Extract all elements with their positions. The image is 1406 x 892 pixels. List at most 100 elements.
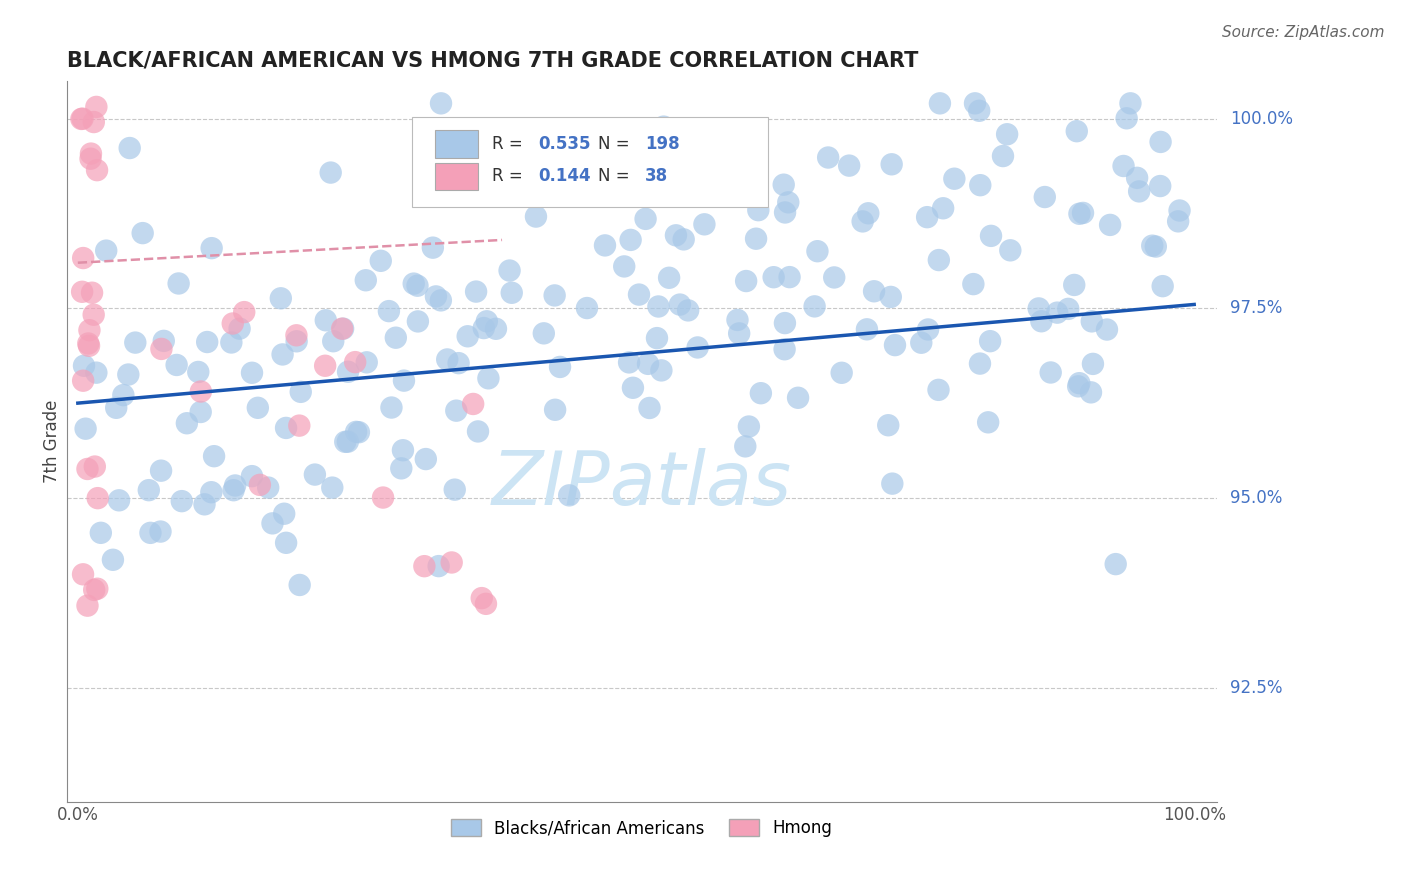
- Point: [1031, 314, 1053, 328]
- Point: [202, 449, 225, 463]
- Point: [80, 285, 103, 300]
- Point: [274, 421, 297, 435]
- Point: [344, 425, 367, 439]
- Point: [917, 322, 939, 336]
- Point: [634, 211, 657, 226]
- Point: [773, 316, 796, 330]
- Point: [745, 232, 768, 246]
- Point: [1152, 279, 1174, 293]
- Point: [447, 356, 470, 370]
- Point: [72, 374, 94, 388]
- Point: [86, 100, 108, 114]
- Point: [927, 383, 949, 397]
- Point: [1115, 112, 1137, 126]
- Point: [831, 366, 853, 380]
- Point: [233, 305, 256, 319]
- Point: [285, 328, 308, 343]
- Point: [838, 159, 860, 173]
- Point: [806, 244, 828, 259]
- Point: [472, 321, 495, 335]
- Point: [322, 334, 344, 349]
- Point: [96, 244, 118, 258]
- Point: [139, 525, 162, 540]
- Point: [249, 478, 271, 492]
- Point: [336, 434, 359, 449]
- Point: [856, 322, 879, 336]
- Point: [647, 300, 669, 314]
- Point: [446, 403, 468, 417]
- Point: [354, 273, 377, 287]
- Point: [627, 287, 650, 301]
- Point: [117, 368, 139, 382]
- Point: [131, 226, 153, 240]
- Point: [1000, 244, 1022, 258]
- Point: [747, 203, 769, 218]
- Point: [200, 485, 222, 500]
- Point: [304, 467, 326, 482]
- Text: 95.0%: 95.0%: [1230, 489, 1282, 507]
- Point: [77, 339, 100, 353]
- Point: [463, 397, 485, 411]
- Point: [1067, 379, 1090, 393]
- Point: [370, 253, 392, 268]
- Point: [413, 142, 436, 156]
- Point: [108, 493, 131, 508]
- Point: [498, 263, 520, 277]
- Point: [285, 334, 308, 349]
- Point: [105, 401, 128, 415]
- Point: [112, 388, 135, 402]
- Point: [380, 401, 402, 415]
- Point: [274, 536, 297, 550]
- Point: [73, 359, 96, 373]
- Point: [86, 366, 108, 380]
- Point: [548, 359, 571, 374]
- Point: [290, 384, 312, 399]
- Point: [75, 422, 97, 436]
- Point: [465, 285, 488, 299]
- Point: [70, 285, 93, 299]
- Point: [430, 293, 453, 308]
- Point: [749, 386, 772, 401]
- Point: [80, 146, 103, 161]
- Point: [475, 314, 498, 328]
- Point: [347, 425, 370, 440]
- Point: [79, 323, 101, 337]
- Point: [524, 210, 547, 224]
- Point: [228, 321, 250, 335]
- Point: [392, 374, 415, 388]
- Point: [658, 270, 681, 285]
- Point: [637, 357, 659, 371]
- Point: [1080, 385, 1102, 400]
- Point: [240, 366, 263, 380]
- Point: [440, 556, 463, 570]
- Point: [193, 497, 215, 511]
- Point: [72, 251, 94, 265]
- Point: [332, 321, 354, 335]
- Point: [425, 289, 447, 303]
- Point: [422, 241, 444, 255]
- Point: [738, 419, 761, 434]
- Text: N =: N =: [598, 135, 634, 153]
- Point: [418, 143, 440, 157]
- Point: [1144, 239, 1167, 253]
- Point: [335, 434, 357, 449]
- Point: [665, 228, 688, 243]
- Point: [262, 516, 284, 531]
- Legend: Blacks/African Americans, Hmong: Blacks/African Americans, Hmong: [444, 813, 839, 844]
- Point: [967, 103, 990, 118]
- Point: [457, 329, 479, 343]
- Point: [877, 418, 900, 433]
- Point: [152, 334, 174, 348]
- Point: [1168, 203, 1191, 218]
- Point: [77, 336, 100, 351]
- Point: [928, 253, 950, 268]
- Point: [1105, 557, 1128, 571]
- Point: [734, 439, 756, 453]
- Text: 92.5%: 92.5%: [1230, 679, 1282, 697]
- Point: [544, 402, 567, 417]
- Point: [443, 483, 465, 497]
- Point: [645, 331, 668, 345]
- Point: [389, 461, 412, 475]
- Point: [672, 232, 695, 246]
- Point: [501, 285, 523, 300]
